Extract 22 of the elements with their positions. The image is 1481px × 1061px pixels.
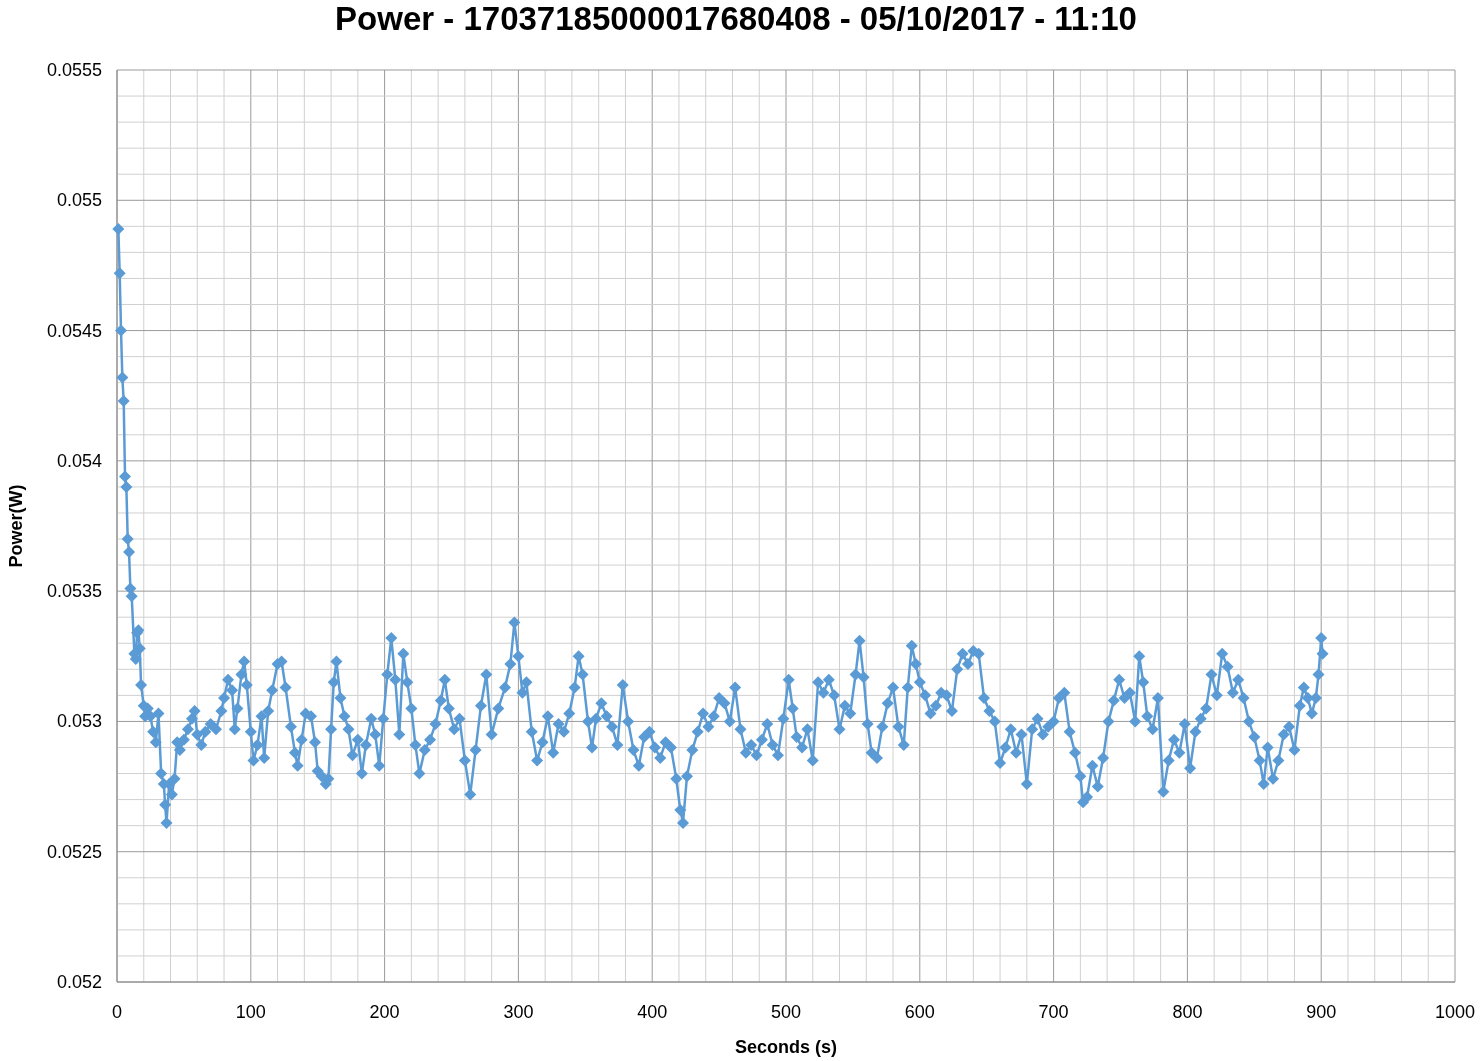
- x-axis-title: Seconds (s): [734, 1037, 838, 1057]
- y-tick-label: 0.052: [56, 972, 102, 992]
- x-tick-label: 900: [1306, 1002, 1337, 1022]
- x-tick-label: 500: [770, 1002, 802, 1022]
- y-tick-label: 0.053: [56, 711, 102, 732]
- x-tick-label: 100: [235, 1002, 266, 1022]
- chart-title: Power - 17037185000017680408 - 05/10/2017 - 11:10: [335, 0, 1137, 37]
- x-tick-label: 600: [904, 1002, 935, 1022]
- x-tick-label: 200: [369, 1002, 400, 1022]
- x-tick-label: 300: [503, 1002, 534, 1022]
- y-tick-label: 0.0555: [46, 60, 102, 80]
- y-tick-label: 0.054: [56, 450, 102, 471]
- y-tick-label: 0.0525: [46, 841, 102, 862]
- x-tick-label: 800: [1172, 1002, 1203, 1022]
- x-tick-label: 400: [637, 1002, 668, 1022]
- y-tick-label: 0.0545: [46, 320, 102, 341]
- x-tick-label: 0: [111, 1002, 123, 1022]
- y-axis-title: Power(W): [6, 484, 26, 568]
- x-tick-label: 1000: [1434, 1002, 1476, 1022]
- x-tick-label: 700: [1038, 1002, 1069, 1022]
- y-tick-label: 0.055: [56, 190, 102, 211]
- y-tick-label: 0.0535: [46, 581, 102, 602]
